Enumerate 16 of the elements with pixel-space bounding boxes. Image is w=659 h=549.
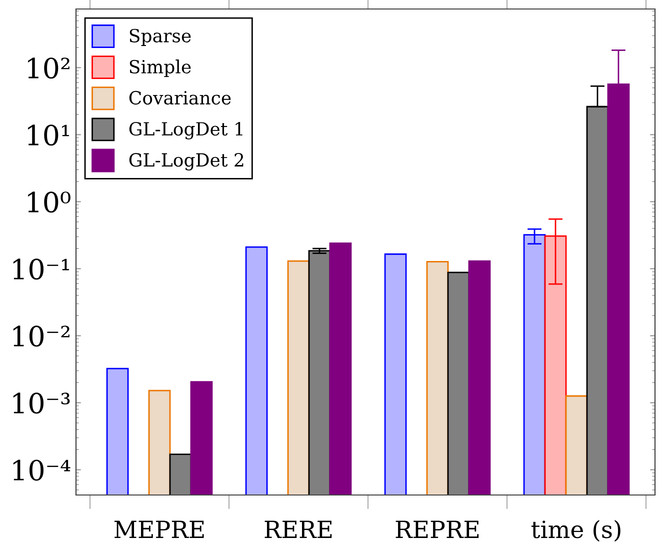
- x-tick-label: MEPRE: [114, 520, 204, 538]
- legend-label: Sparse: [130, 28, 191, 46]
- y-tick-label: 10²: [28, 58, 70, 79]
- legend-label: Covariance: [129, 90, 231, 105]
- y-tick-label: 10⁻²: [13, 326, 70, 347]
- x-tick-label: REPRE: [396, 520, 479, 538]
- y-tick-label: 10⁻³: [13, 392, 70, 414]
- y-tick-label: 10¹: [28, 124, 69, 146]
- x-tick-label: time (s): [531, 520, 620, 542]
- legend-label: GL-LogDet 2: [129, 153, 244, 170]
- legend-label: Simple: [130, 60, 191, 78]
- y-tick-label: 10⁻⁴: [13, 460, 70, 481]
- y-tick-label: 10⁰: [28, 192, 70, 213]
- legend-label: GL-LogDet 1: [129, 122, 242, 140]
- y-tick-label: 10⁻¹: [13, 258, 69, 280]
- x-tick-label: RERE: [264, 520, 332, 538]
